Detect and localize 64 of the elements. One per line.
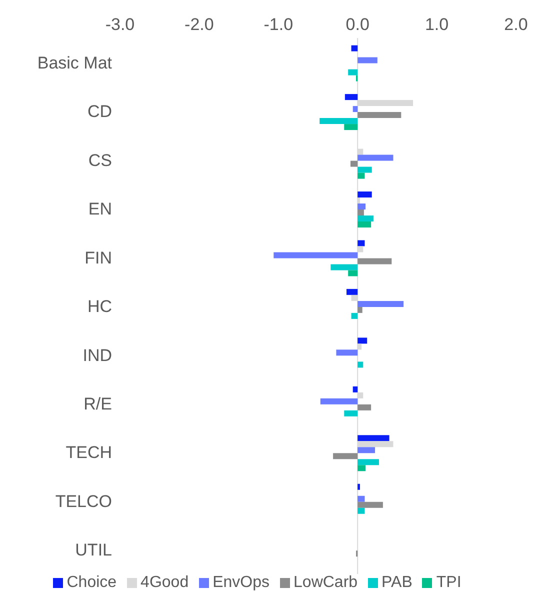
bar (358, 221, 372, 228)
x-tick-label: -1.0 (264, 15, 294, 34)
bar (358, 154, 394, 161)
x-tick-label: -3.0 (105, 15, 135, 34)
bar (358, 435, 390, 442)
bar (346, 288, 358, 295)
legend-label: 4Good (140, 574, 189, 591)
bar (274, 252, 358, 258)
legend-label: Choice (66, 574, 117, 591)
legend-label: EnvOps (212, 574, 270, 591)
bar (351, 45, 358, 52)
bar (358, 112, 402, 118)
x-tick-label: 2.0 (504, 15, 528, 34)
bar (352, 386, 358, 392)
bar (344, 410, 358, 416)
y-tick-label: CS (88, 150, 112, 170)
x-tick-label: 1.0 (424, 15, 449, 34)
bar (358, 300, 404, 307)
bar (358, 404, 372, 410)
bar (358, 166, 372, 173)
bar (333, 453, 358, 460)
x-tick-label: 0.0 (346, 15, 370, 34)
bar (330, 264, 358, 270)
bar (358, 203, 366, 210)
y-tick-label: HC (87, 297, 112, 316)
bar (348, 69, 358, 76)
bar (358, 447, 376, 454)
bar (320, 118, 358, 124)
bar (358, 465, 366, 472)
bar (336, 350, 358, 356)
bar (358, 459, 379, 466)
bar (358, 496, 365, 502)
bar (344, 124, 358, 130)
bar (352, 106, 358, 112)
y-tick-label: TECH (66, 443, 112, 462)
bar (358, 191, 372, 198)
x-tick-label: -2.0 (184, 15, 214, 34)
legend-label: LowCarb (294, 574, 358, 591)
y-tick-label: CD (87, 102, 112, 122)
y-tick-label: UTIL (75, 540, 112, 560)
bar (358, 172, 365, 179)
y-tick-label: EN (88, 200, 112, 219)
bar (358, 502, 383, 508)
y-tick-label: TELCO (55, 492, 112, 511)
y-tick-label: IND (82, 346, 112, 365)
bar (358, 508, 365, 514)
y-tick-label: Basic Mat (37, 53, 112, 72)
bar (358, 215, 374, 222)
bar (320, 398, 358, 404)
bar (358, 240, 365, 246)
bar (344, 94, 358, 100)
y-tick-label: R/E (84, 394, 112, 414)
legend-label: TPI (436, 574, 462, 591)
bar (350, 160, 358, 167)
bar (358, 306, 362, 313)
bar (351, 312, 358, 319)
bar (358, 209, 364, 216)
bar (358, 258, 392, 264)
bar (358, 362, 364, 368)
legend-label: PAB (382, 574, 412, 591)
bar (358, 57, 378, 64)
bar (358, 338, 368, 344)
bar (348, 270, 358, 276)
y-tick-label: FIN (84, 248, 112, 268)
